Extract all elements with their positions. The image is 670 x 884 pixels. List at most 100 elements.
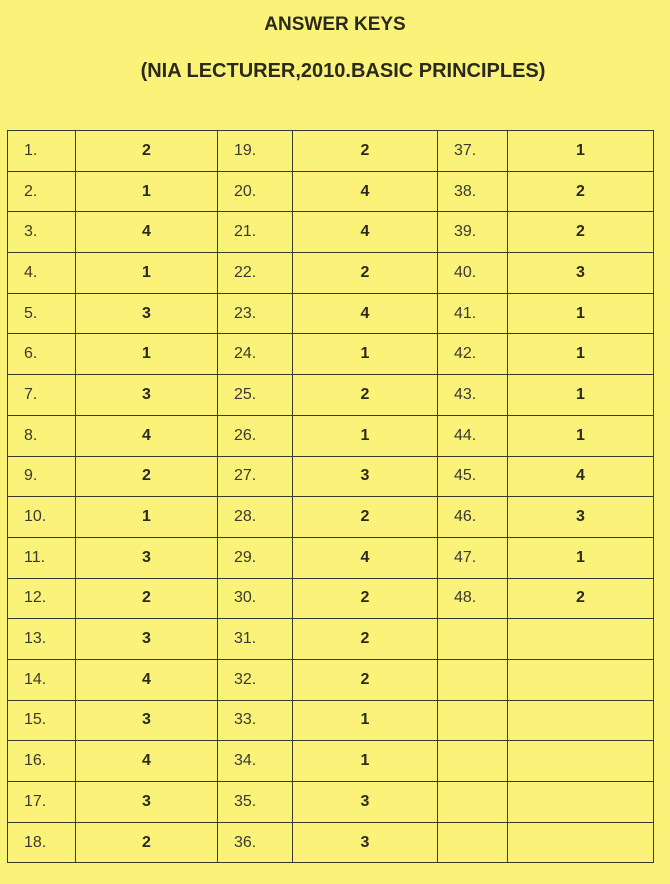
table-row: 3. 4 21. 4 39. 2 <box>7 211 654 254</box>
question-number: 3. <box>7 211 76 254</box>
answer-value: 1 <box>75 333 218 376</box>
answer-value: 3 <box>75 374 218 416</box>
question-number: 6. <box>7 333 76 376</box>
answer-value <box>507 781 654 823</box>
table-row: 11. 3 29. 4 47. 1 <box>7 536 654 579</box>
question-number: 35. <box>217 781 293 823</box>
answer-value: 4 <box>75 740 218 782</box>
question-number: 43. <box>437 374 508 416</box>
question-number: 17. <box>7 781 76 823</box>
table-row: 10. 1 28. 2 46. 3 <box>7 496 654 538</box>
answer-value: 1 <box>292 414 438 457</box>
table-row: 1. 2 19. 2 37. 1 <box>7 130 654 172</box>
question-number: 23. <box>217 292 293 335</box>
question-number: 8. <box>7 414 76 457</box>
answer-value: 3 <box>292 781 438 823</box>
answer-value: 3 <box>507 252 654 294</box>
question-number: 38. <box>437 170 508 213</box>
answer-value: 4 <box>75 414 218 457</box>
question-number: 16. <box>7 740 76 782</box>
table-row: 9. 2 27. 3 45. 4 <box>7 455 654 498</box>
table-row: 16. 4 34. 1 <box>7 740 654 782</box>
question-number: 31. <box>217 618 293 660</box>
question-number: 12. <box>7 577 76 620</box>
question-number: 30. <box>217 577 293 620</box>
answer-value: 2 <box>75 455 218 498</box>
question-number: 37. <box>437 130 508 172</box>
answer-value: 3 <box>292 455 438 498</box>
question-number: 22. <box>217 252 293 294</box>
question-number: 21. <box>217 211 293 254</box>
page-title: ANSWER KEYS <box>264 14 406 35</box>
answer-value <box>507 699 654 742</box>
answer-value: 1 <box>507 374 654 416</box>
answer-value: 1 <box>507 333 654 376</box>
table-row: 18. 2 36. 3 <box>7 821 654 864</box>
question-number: 46. <box>437 496 508 538</box>
answer-value: 4 <box>75 211 218 254</box>
answer-value: 2 <box>75 821 218 864</box>
answer-value: 1 <box>507 414 654 457</box>
answer-value: 1 <box>75 252 218 294</box>
answer-value: 2 <box>507 211 654 254</box>
answer-value: 1 <box>292 740 438 782</box>
table-row: 4. 1 22. 2 40. 3 <box>7 252 654 294</box>
question-number: 44. <box>437 414 508 457</box>
answer-value: 1 <box>507 130 654 172</box>
answer-value: 4 <box>292 536 438 579</box>
answer-value: 4 <box>75 658 218 701</box>
question-number: 34. <box>217 740 293 782</box>
answer-value: 4 <box>292 170 438 213</box>
answer-value: 2 <box>292 658 438 701</box>
question-number: 27. <box>217 455 293 498</box>
answer-value: 3 <box>292 821 438 864</box>
answer-value: 2 <box>292 618 438 660</box>
answer-value: 1 <box>292 699 438 742</box>
question-number: 10. <box>7 496 76 538</box>
table-row: 8. 4 26. 1 44. 1 <box>7 414 654 457</box>
table-row: 5. 3 23. 4 41. 1 <box>7 292 654 335</box>
question-number: 5. <box>7 292 76 335</box>
question-number: 24. <box>217 333 293 376</box>
question-number: 47. <box>437 536 508 579</box>
answer-value: 2 <box>292 130 438 172</box>
question-number: 2. <box>7 170 76 213</box>
question-number: 29. <box>217 536 293 579</box>
answer-value: 3 <box>507 496 654 538</box>
question-number <box>437 658 508 701</box>
table-row: 15. 3 33. 1 <box>7 699 654 742</box>
answer-value <box>507 821 654 864</box>
answer-value: 2 <box>292 374 438 416</box>
question-number: 14. <box>7 658 76 701</box>
answer-value: 3 <box>75 618 218 660</box>
answer-value: 4 <box>507 455 654 498</box>
question-number: 42. <box>437 333 508 376</box>
answer-value: 2 <box>292 496 438 538</box>
answer-value: 1 <box>507 536 654 579</box>
answer-value <box>507 658 654 701</box>
question-number <box>437 740 508 782</box>
question-number: 20. <box>217 170 293 213</box>
question-number: 41. <box>437 292 508 335</box>
question-number: 36. <box>217 821 293 864</box>
answer-value: 2 <box>75 130 218 172</box>
answer-value: 2 <box>292 577 438 620</box>
question-number: 32. <box>217 658 293 701</box>
answer-value <box>507 618 654 660</box>
table-row: 17. 3 35. 3 <box>7 781 654 823</box>
question-number: 25. <box>217 374 293 416</box>
question-number: 45. <box>437 455 508 498</box>
question-number: 28. <box>217 496 293 538</box>
answer-value: 3 <box>75 781 218 823</box>
question-number: 11. <box>7 536 76 579</box>
question-number: 13. <box>7 618 76 660</box>
question-number: 7. <box>7 374 76 416</box>
answer-key-table: 1. 2 19. 2 37. 1 2. 1 20. 4 38. 2 3. 4 21. 4 39. 2 4. 1 22. 2… <box>7 130 654 864</box>
question-number: 9. <box>7 455 76 498</box>
question-number: 40. <box>437 252 508 294</box>
answer-value: 2 <box>507 577 654 620</box>
table-row: 12. 2 30. 2 48. 2 <box>7 577 654 620</box>
question-number: 4. <box>7 252 76 294</box>
table-row: 7. 3 25. 2 43. 1 <box>7 374 654 416</box>
question-number <box>437 781 508 823</box>
